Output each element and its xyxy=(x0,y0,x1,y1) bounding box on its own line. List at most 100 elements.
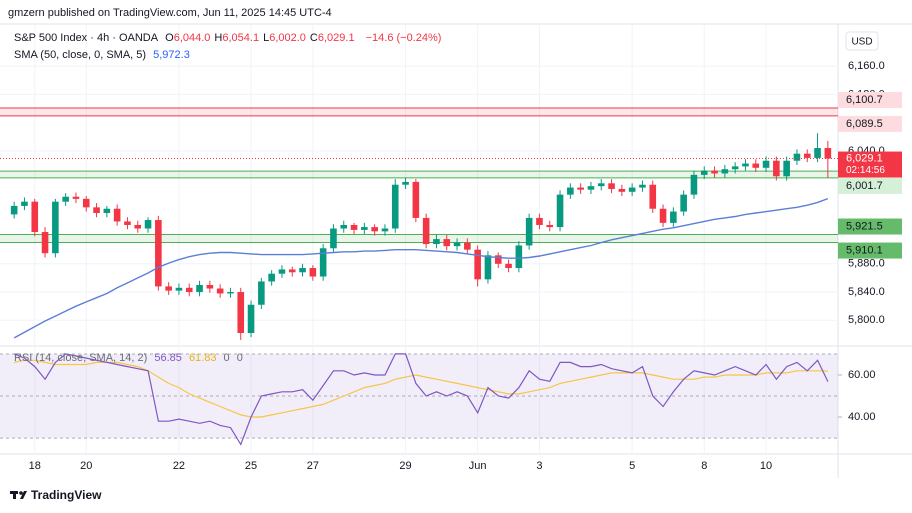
rsi-value: 56.85 xyxy=(154,352,182,364)
candle-body xyxy=(453,242,461,247)
credit: gmzern published on TradingView.com, Jun… xyxy=(8,7,332,19)
currency: USD xyxy=(851,37,872,48)
y-tick-label: 40.00 xyxy=(848,411,876,423)
footer-brand: TradingView xyxy=(31,488,102,502)
candle-body xyxy=(525,217,533,246)
last-price-label: 6,029.1 xyxy=(846,152,883,164)
sma-name: SMA (50, close, 0, SMA, 5) xyxy=(14,49,147,61)
candle-body xyxy=(206,284,214,289)
candle-body xyxy=(464,242,471,250)
x-tick-label: 22 xyxy=(173,460,185,472)
candle-body xyxy=(175,287,183,291)
candle-body xyxy=(731,166,739,170)
x-tick-label: 3 xyxy=(536,460,542,472)
rsi-name: RSI (14, close, SMA, 14, 2) xyxy=(14,352,148,364)
x-tick-label: 8 xyxy=(701,460,707,472)
candle-body xyxy=(814,148,821,158)
logo xyxy=(10,491,27,499)
symbol: S&P 500 Index · 4h · OANDA xyxy=(14,32,159,44)
x-tick-label: Jun xyxy=(469,460,487,472)
rsi-legend: RSI (14, close, SMA, 14, 2) 56.85 61.83 … xyxy=(14,352,247,364)
candle-body xyxy=(443,239,451,247)
candle-body xyxy=(134,224,142,229)
candle-body xyxy=(628,187,636,192)
x-tick-label: 10 xyxy=(760,460,772,472)
candle-body xyxy=(124,221,131,225)
ohlc-key: O xyxy=(165,32,174,44)
symbol-legend: S&P 500 Index · 4h · OANDA O6,044.0 H6,05… xyxy=(14,32,445,44)
candle-body xyxy=(103,208,111,213)
ohlc-value: 6,002.0 xyxy=(269,32,306,44)
candle-body xyxy=(700,170,708,175)
candle-body xyxy=(82,198,90,208)
zone xyxy=(0,107,838,116)
candle-body xyxy=(309,268,317,277)
x-tick-label: 27 xyxy=(307,460,319,472)
candle-body xyxy=(62,196,69,202)
candle-body xyxy=(402,181,409,185)
x-tick-label: 29 xyxy=(399,460,411,472)
level-tag xyxy=(838,115,902,132)
candle-body xyxy=(155,220,162,287)
candle-body xyxy=(227,292,234,294)
candle-body xyxy=(567,187,574,195)
candle-body xyxy=(144,220,152,229)
candle-body xyxy=(350,224,358,230)
x-tick-label: 18 xyxy=(29,460,41,472)
candle-body xyxy=(556,194,564,228)
candle-body xyxy=(113,208,121,222)
candle-body xyxy=(721,169,729,174)
level-tag-label: 5,921.5 xyxy=(846,220,883,232)
candle-body xyxy=(10,205,18,215)
candle-body xyxy=(433,239,440,245)
candle-body xyxy=(515,245,523,269)
level-tag-label: 6,001.7 xyxy=(846,180,883,192)
candle-body xyxy=(422,217,430,245)
ohlc-value: 6,044.0 xyxy=(173,32,211,44)
candle-body xyxy=(299,268,306,273)
candle-body xyxy=(319,248,327,277)
candle-body xyxy=(93,207,100,213)
candle-body xyxy=(391,184,399,229)
level-tag-label: 6,089.5 xyxy=(846,118,883,130)
candle-body xyxy=(670,211,677,223)
candle-body xyxy=(41,232,49,254)
candle-body xyxy=(268,273,275,282)
y-tick-label: 60.00 xyxy=(848,369,876,381)
candle-body xyxy=(783,160,790,177)
y-tick-label: 6,160.0 xyxy=(848,60,885,72)
candle-body xyxy=(680,194,687,212)
candle-body xyxy=(237,292,245,333)
sma-line xyxy=(13,197,829,339)
candle-body xyxy=(371,227,378,232)
candle-body xyxy=(649,184,657,209)
level-tag xyxy=(838,242,902,259)
candle-body xyxy=(340,224,348,229)
rsi-sma-line xyxy=(14,359,828,418)
candle-body xyxy=(288,269,296,273)
candle-body xyxy=(31,201,39,233)
candle-body xyxy=(258,281,265,305)
candle-body xyxy=(587,186,595,190)
candle-body xyxy=(577,187,584,190)
candle-body xyxy=(165,286,172,291)
level-tag xyxy=(838,177,902,194)
currency-box[interactable] xyxy=(845,31,879,51)
rsi-extra: 0 xyxy=(236,352,243,364)
candle-body xyxy=(505,263,512,269)
last-price-tag xyxy=(838,151,902,178)
candle-body xyxy=(381,228,389,232)
candle-body xyxy=(546,224,554,228)
countdown: 02:14:56 xyxy=(846,165,885,176)
y-tick-label: 5,800.0 xyxy=(848,314,885,326)
change: −14.6 (−0.24%) xyxy=(365,32,442,44)
ohlc-key: H xyxy=(214,32,223,44)
candle-body xyxy=(762,160,770,168)
y-tick-label: 5,840.0 xyxy=(848,286,885,298)
ohlc: O6,044.0 H6,054.1 L6,002.0 C6,029.1 xyxy=(165,32,358,44)
candle-body xyxy=(278,269,286,274)
candle-body xyxy=(659,208,667,223)
candle-body xyxy=(824,148,832,159)
